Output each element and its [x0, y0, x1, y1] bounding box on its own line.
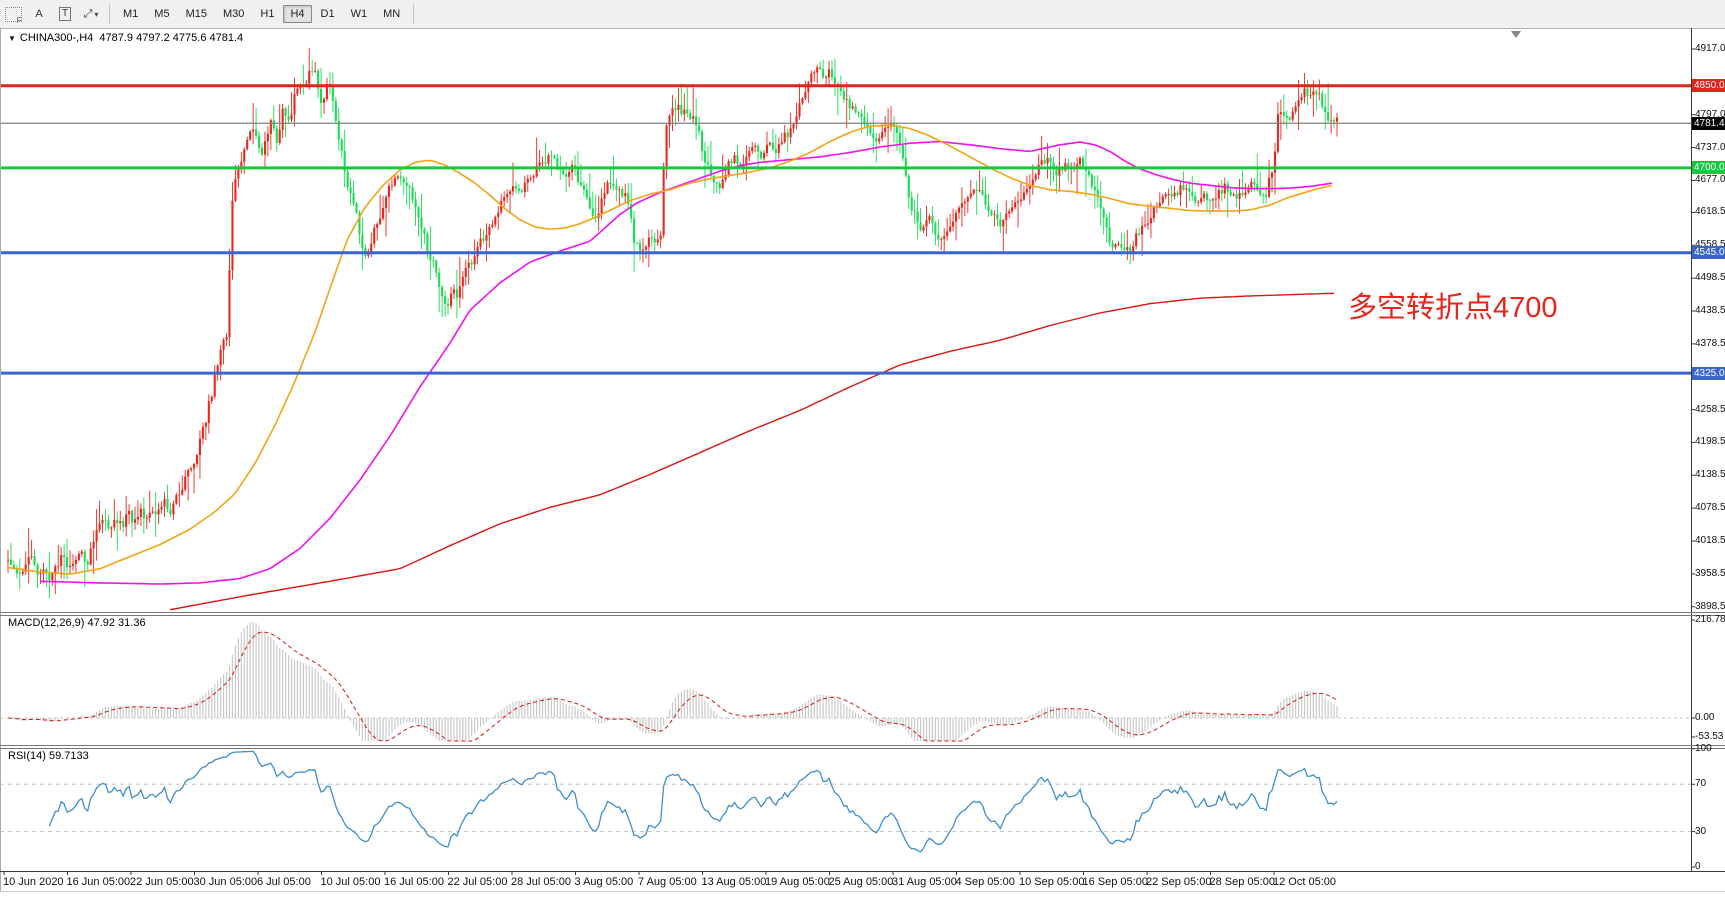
date-tick-label: 10 Jun 2020: [3, 876, 64, 888]
macd-tick-label: 216.78: [1695, 614, 1725, 625]
symbol-ohlc: 4787.9 4797.2 4775.6 4781.4: [99, 32, 244, 44]
price-tick-label: 4018.5: [1695, 535, 1725, 547]
date-tick-label: 31 Aug 05:00: [892, 876, 957, 888]
boxed-t-glyph: T: [58, 7, 72, 21]
timeframe-button-H4[interactable]: H4: [283, 5, 312, 23]
date-tick-label: 22 Jun 05:00: [130, 876, 194, 888]
price-tick-label: 4498.5: [1695, 272, 1725, 284]
macd-indicator-label: MACD(12,26,9) 47.92 31.36: [8, 617, 146, 629]
macd-tick-label: 0.00: [1695, 712, 1715, 723]
price-tick-label: 4198.5: [1695, 436, 1725, 448]
date-tick-label: 19 Aug 05:00: [765, 876, 830, 888]
date-tick-label: 7 Aug 05:00: [638, 876, 697, 888]
letter-a-glyph: A: [35, 8, 43, 20]
macd-tick-label: -53.53: [1695, 731, 1724, 742]
date-tick-label: 22 Sep 05:00: [1146, 876, 1212, 888]
timeframe-button-group: M1 M5 M15 M30 H1 H4 D1 W1 MN: [115, 5, 408, 23]
price-tick-label: 4258.5: [1695, 403, 1725, 415]
level-price-badge: 4850.0: [1692, 79, 1725, 93]
price-tick-label: 4378.5: [1695, 337, 1725, 349]
price-tick-label: 4737.0: [1695, 141, 1725, 153]
cursor-tools-icon[interactable]: ⤢ ▾: [79, 2, 103, 26]
rsi-panel: [0, 750, 1691, 853]
price-tick-label: 4078.5: [1695, 502, 1725, 514]
grid-icon: F: [4, 6, 22, 25]
symbol-dropdown-icon[interactable]: ▼: [8, 34, 16, 43]
symbol-name: CHINA300-,H4: [19, 32, 94, 44]
date-tick-label: 25 Aug 05:00: [828, 876, 894, 888]
text-a-icon[interactable]: A: [27, 2, 51, 26]
macd-panel: [0, 622, 1691, 742]
toolbar-separator: [413, 4, 415, 24]
timeframe-button-W1[interactable]: W1: [350, 8, 368, 20]
price-tick-label: 4677.0: [1695, 174, 1725, 186]
date-tick-label: 6 Jul 05:00: [257, 876, 311, 888]
date-tick-label: 13 Aug 05:00: [701, 876, 767, 888]
timeframe-button-MN[interactable]: MN: [383, 8, 401, 20]
price-tick-label: 4797.0: [1695, 108, 1725, 120]
timeframe-button-M1[interactable]: M1: [123, 8, 139, 20]
timeframe-button-M15[interactable]: M15: [185, 8, 207, 20]
chart-toolbar: F A T ⤢ ▾ M1 M5 M15 M30 H1 H4 D1 W1 MN: [0, 0, 1725, 29]
level-price-badge: 4545.0: [1692, 246, 1725, 260]
ma-slow-line: [169, 292, 1335, 611]
chart-shift-marker-icon: [1511, 31, 1521, 38]
level-price-badge: 4700.0: [1692, 161, 1725, 175]
price-tick-label: 4438.5: [1695, 305, 1725, 317]
date-tick-label: 12 Oct 05:00: [1273, 876, 1336, 888]
rsi-tick-label: 70: [1695, 778, 1707, 790]
chart-text-annotation[interactable]: 多空转折点4700: [1348, 292, 1558, 324]
level-lines-layer: [0, 84, 1691, 375]
text-label-icon[interactable]: T: [53, 2, 77, 26]
ma-fast-line: [7, 124, 1333, 575]
timeframe-button-H1[interactable]: H1: [260, 8, 275, 20]
price-tick-label: 4138.5: [1695, 469, 1725, 481]
date-tick-label: 10 Jul 05:00: [320, 876, 381, 888]
symbol-title: ▼ CHINA300-,H4 4787.9 4797.2 4775.6 4781.…: [8, 32, 243, 44]
timeframe-button-D1[interactable]: D1: [320, 8, 335, 20]
rsi-indicator-label: RSI(14) 59.7133: [8, 750, 89, 762]
chart-frame: [0, 28, 1725, 892]
level-price-badge: 4325.0: [1692, 366, 1725, 380]
rsi-tick-label: 100: [1695, 742, 1712, 754]
candles-layer: [6, 47, 1339, 599]
dropdown-arrow-icon[interactable]: ▾: [94, 9, 99, 19]
diagonal-arrows-glyph: ⤢: [83, 7, 93, 20]
toolbar-separator: [109, 4, 110, 24]
timeframe-button-M30[interactable]: M30: [222, 8, 245, 20]
date-tick-label: 16 Jul 05:00: [384, 876, 444, 888]
current-price-badge: 4781.4: [1692, 116, 1725, 130]
rsi-tick-label: 30: [1695, 825, 1707, 837]
price-tick-label: 3898.5: [1695, 600, 1725, 612]
price-tick-label: 4558.5: [1695, 239, 1725, 251]
timeframe-button-M5[interactable]: M5: [154, 8, 170, 20]
date-tick-label: 28 Jul 05:00: [511, 876, 571, 888]
date-tick-label: 22 Jul 05:00: [447, 876, 508, 888]
date-tick-label: 30 Jun 05:00: [193, 876, 258, 888]
rsi-tick-label: 0: [1695, 861, 1701, 872]
date-tick-label: 28 Sep 05:00: [1209, 876, 1275, 888]
grid-f-icon[interactable]: F: [1, 2, 25, 26]
date-tick-label: 16 Sep 05:00: [1082, 876, 1148, 888]
price-tick-label: 4917.0: [1695, 43, 1725, 54]
date-tick-label: 16 Jun 05:00: [66, 876, 131, 888]
ma-mid-line: [39, 140, 1333, 585]
date-tick-label: 4 Sep 05:00: [955, 876, 1015, 888]
date-tick-label: 10 Sep 05:00: [1019, 876, 1085, 888]
price-tick-label: 3958.5: [1695, 567, 1725, 579]
date-tick-label: 3 Aug 05:00: [574, 876, 634, 888]
price-tick-label: 4618.5: [1695, 206, 1725, 218]
